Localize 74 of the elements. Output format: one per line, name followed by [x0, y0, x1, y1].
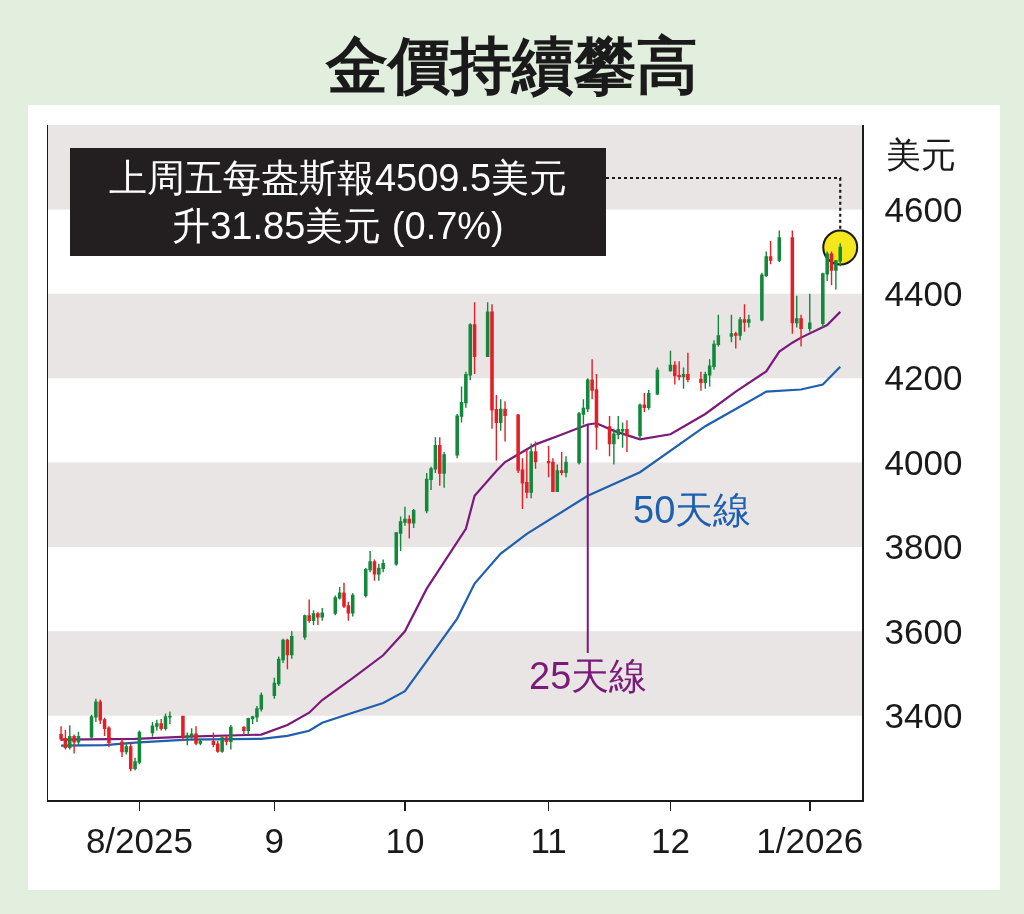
- y-tick-label: 3400: [884, 695, 963, 735]
- candlestick: [498, 398, 503, 432]
- y-axis-title: 美元: [886, 135, 956, 174]
- candlestick: [808, 293, 812, 333]
- candlestick: [159, 718, 163, 732]
- candlestick: [625, 419, 629, 453]
- candlestick: [564, 455, 568, 478]
- candlestick: [185, 731, 190, 746]
- candlestick: [673, 360, 677, 386]
- candlestick: [442, 451, 446, 489]
- candlestick: [668, 350, 673, 373]
- y-tick-label: 4600: [884, 189, 963, 229]
- candlestick: [224, 735, 229, 746]
- candlestick: [529, 442, 533, 500]
- candlestick: [307, 598, 311, 624]
- candlestick: [372, 558, 377, 582]
- candlestick: [438, 436, 442, 487]
- y-tick-label: 3600: [884, 611, 963, 651]
- candlestick: [729, 314, 734, 343]
- candlestick: [677, 360, 681, 381]
- candlestick: [681, 366, 686, 390]
- candlestick: [311, 609, 316, 626]
- candlestick: [285, 638, 290, 670]
- candlestick: [198, 738, 203, 746]
- candlestick: [829, 250, 834, 287]
- candlestick: [411, 508, 416, 529]
- x-tick-label: 1/2026: [756, 820, 864, 860]
- candlestick: [638, 402, 642, 440]
- candlestick: [472, 301, 477, 375]
- candlestick: [68, 724, 72, 751]
- candlestick: [194, 725, 198, 746]
- candlestick: [777, 229, 782, 263]
- candlestick: [181, 714, 185, 742]
- candlestick: [220, 736, 224, 754]
- y-tick-label: 3800: [884, 527, 963, 567]
- candlestick: [686, 352, 690, 384]
- candlestick: [699, 371, 703, 392]
- series-label: 50天線: [633, 489, 752, 531]
- candlestick: [320, 607, 324, 622]
- candlestick: [742, 303, 747, 333]
- x-tick-label: 10: [385, 820, 425, 860]
- candlestick: [734, 331, 738, 350]
- candlestick: [377, 563, 381, 582]
- candlestick: [72, 733, 76, 755]
- candlestick: [559, 451, 564, 476]
- y-tick-label: 4000: [884, 442, 963, 482]
- x-tick-label: 9: [264, 820, 285, 860]
- candlestick: [799, 314, 803, 348]
- candlestick: [246, 717, 250, 736]
- candlestick: [150, 721, 155, 738]
- candlestick: [503, 400, 507, 443]
- chart-title: 金價持續攀高: [324, 28, 699, 104]
- candlestick: [229, 724, 233, 751]
- candlestick: [120, 738, 124, 758]
- annotation: 上周五每盎斯報4509.5美元升31.85美元 (0.7%): [70, 148, 606, 256]
- y-tick-label: 4200: [884, 358, 963, 398]
- candlestick: [316, 611, 320, 626]
- x-tick-label: 8/2025: [85, 820, 193, 860]
- candlestick: [303, 613, 307, 641]
- candlestick: [407, 514, 412, 540]
- text: 25天線: [529, 655, 648, 697]
- candlestick: [738, 316, 742, 341]
- candlestick: [747, 314, 751, 329]
- y-tick-label: 4400: [884, 274, 963, 313]
- candlestick: [794, 295, 799, 329]
- candlestick: [242, 726, 246, 736]
- candlestick: [533, 440, 538, 470]
- candlestick: [63, 729, 68, 751]
- x-tick-label: 11: [530, 820, 567, 860]
- candlestick: [607, 415, 612, 457]
- candlestick: [768, 240, 773, 265]
- candlestick: [290, 630, 294, 660]
- candlestick: [642, 392, 647, 413]
- x-tick-label: 12: [651, 820, 690, 860]
